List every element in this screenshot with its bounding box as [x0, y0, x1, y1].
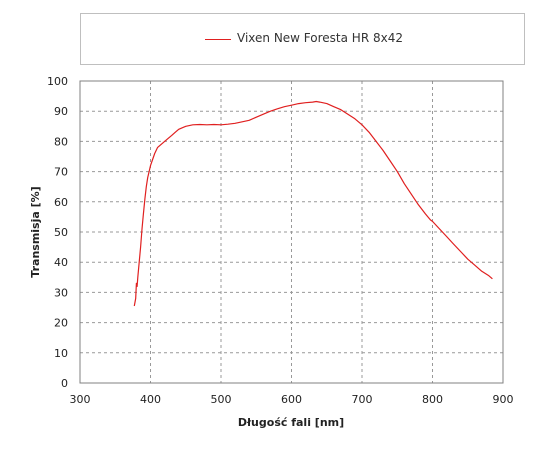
x-tick-labels: 300 400 500 600 700 800 900	[70, 393, 514, 406]
legend-box: Vixen New Foresta HR 8x42	[80, 13, 525, 65]
y-tick-label: 60	[54, 196, 68, 209]
y-tick-label: 80	[54, 135, 68, 148]
x-tick-label: 900	[493, 393, 514, 406]
x-tick-label: 600	[281, 393, 302, 406]
plot-area-border	[79, 80, 504, 384]
y-tick-label: 50	[54, 226, 68, 239]
y-tick-label: 100	[47, 75, 68, 88]
x-axis-title: Długość fali [nm]	[238, 416, 344, 429]
grid	[80, 81, 503, 383]
legend-swatch	[205, 39, 231, 40]
y-tick-label: 0	[61, 377, 68, 390]
x-tick-label: 400	[140, 393, 161, 406]
y-tick-label: 90	[54, 105, 68, 118]
y-axis-title: Transmisja [%]	[29, 186, 42, 277]
y-tick-label: 20	[54, 317, 68, 330]
series-lines	[133, 100, 493, 307]
x-tick-label: 500	[211, 393, 232, 406]
y-tick-labels: 0 10 20 30 40 50 60 70 80 90 100	[47, 75, 68, 390]
y-tick-label: 10	[54, 347, 68, 360]
x-tick-label: 800	[422, 393, 443, 406]
y-tick-label: 70	[54, 166, 68, 179]
x-tick-label: 700	[352, 393, 373, 406]
y-tick-label: 40	[54, 256, 68, 269]
legend-label: Vixen New Foresta HR 8x42	[237, 31, 403, 45]
series-line	[133, 100, 493, 307]
y-tick-label: 30	[54, 286, 68, 299]
x-tick-label: 300	[70, 393, 91, 406]
